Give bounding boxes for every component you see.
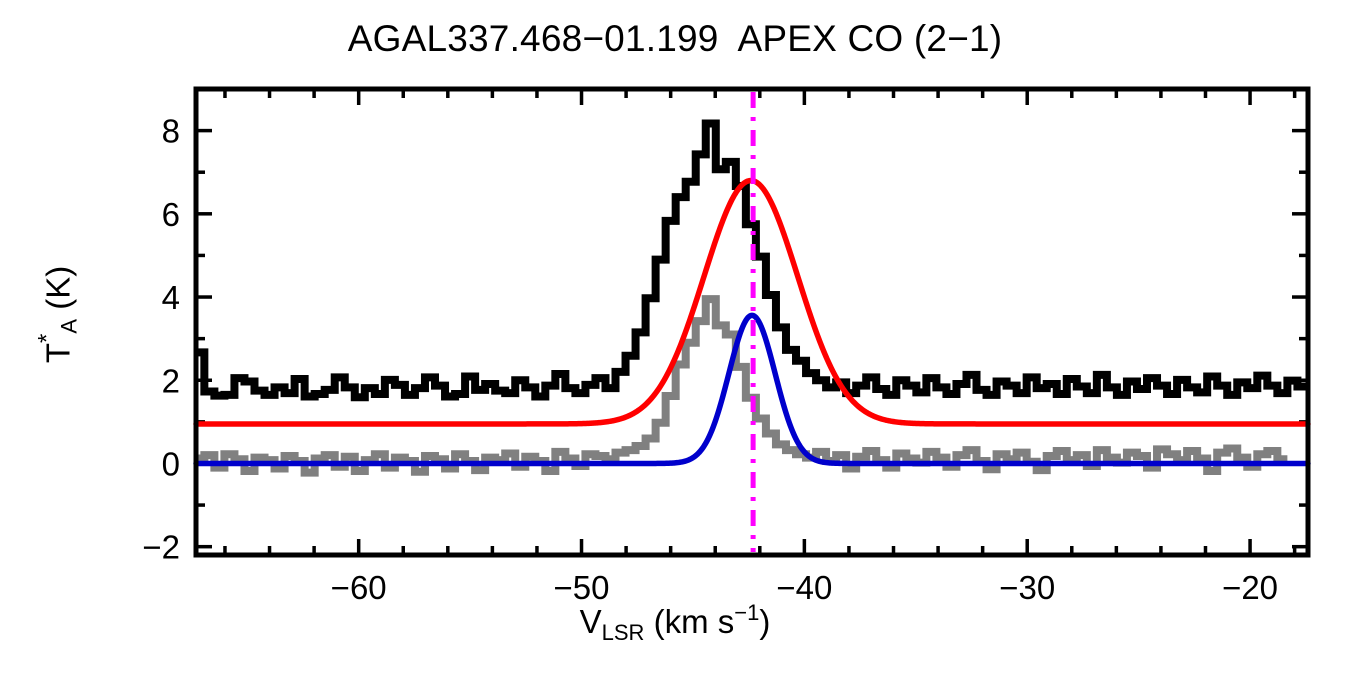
data-series [193,119,1311,477]
y-tick-label: 4 [162,279,180,316]
y-axis-label-sup: * [33,333,61,343]
x-tick-label: −40 [776,569,832,606]
x-axis-label-unit: (km s [644,603,735,641]
x-axis-label-close: ) [759,603,771,641]
y-tick-label: 6 [162,196,180,233]
y-tick-label: −2 [142,529,180,566]
x-tick-label: −20 [1222,569,1278,606]
histogram-000000 [194,119,1308,402]
axes-frame [193,86,1311,558]
y-tick-label: 2 [162,362,180,399]
y-axis-label-main: T [39,342,77,364]
y-axis-label: T*A (K) [34,164,83,464]
histogram-808080 [194,295,1288,477]
y-tick-label: 0 [162,445,180,482]
x-tick-label: −60 [331,569,387,606]
gaussian-fit-0000cc [193,312,1311,467]
plot-frame [193,86,1311,558]
x-axis-label: VLSR (km s−1) [0,600,1350,646]
x-tick-label: −30 [999,569,1055,606]
x-tick-label: −50 [554,569,610,606]
plot-title: AGAL337.468−01.199 APEX CO (2−1) [347,18,1003,59]
x-axis-label-sup: −1 [734,600,760,625]
y-axis-label-sub: A [56,318,82,334]
x-axis-label-sub: LSR [601,619,645,645]
y-axis-label-unit: (K) [39,265,77,319]
x-axis-label-main: V [579,603,602,641]
y-tick-label: 8 [162,113,180,150]
